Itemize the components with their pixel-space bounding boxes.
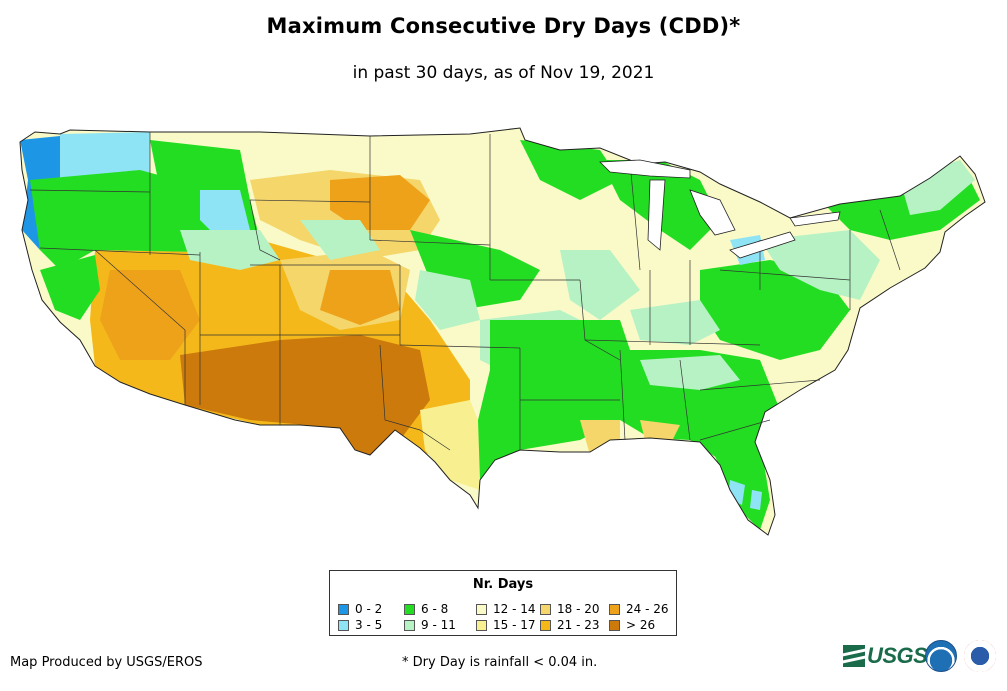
legend-label: 18 - 20 — [557, 602, 600, 616]
legend-item: 9 - 11 — [404, 619, 456, 631]
legend-swatch — [476, 620, 487, 631]
legend-item: 0 - 2 — [338, 603, 382, 615]
legend-swatch — [609, 604, 620, 615]
legend-item: > 26 — [609, 619, 655, 631]
legend-item: 12 - 14 — [476, 603, 536, 615]
legend-swatch — [609, 620, 620, 631]
legend-item: 6 - 8 — [404, 603, 448, 615]
legend-label: 15 - 17 — [493, 618, 536, 632]
legend-item: 24 - 26 — [609, 603, 669, 615]
legend: Nr. Days 0 - 2 3 - 5 6 - 8 9 - 11 12 - 14 15 … — [329, 570, 677, 636]
noaa-logo-icon — [925, 640, 957, 672]
nws-logo-icon — [964, 640, 996, 672]
legend-label: > 26 — [626, 618, 656, 632]
legend-swatch — [540, 604, 551, 615]
legend-item: 3 - 5 — [338, 619, 382, 631]
legend-item: 18 - 20 — [540, 603, 600, 615]
map-credit: Map Produced by USGS/EROS — [10, 655, 203, 670]
map-subtitle: in past 30 days, as of Nov 19, 2021 — [352, 63, 655, 83]
legend-title: Nr. Days — [472, 577, 534, 592]
legend-swatch — [338, 604, 349, 615]
legend-swatch — [404, 604, 415, 615]
map-title: Maximum Consecutive Dry Days (CDD)* — [266, 14, 741, 38]
legend-label: 9 - 11 — [421, 618, 456, 632]
usgs-wave-icon — [843, 645, 865, 667]
legend-label: 0 - 2 — [355, 602, 383, 616]
cdd-map — [19, 127, 986, 536]
legend-label: 3 - 5 — [355, 618, 383, 632]
legend-swatch — [404, 620, 415, 631]
legend-label: 24 - 26 — [626, 602, 669, 616]
legend-label: 21 - 23 — [557, 618, 600, 632]
legend-swatch — [476, 604, 487, 615]
dry-day-footnote: * Dry Day is rainfall < 0.04 in. — [402, 655, 598, 670]
usgs-logo-text: USGS — [867, 643, 928, 668]
usgs-logo: USGS — [843, 642, 928, 670]
legend-swatch — [338, 620, 349, 631]
legend-label: 12 - 14 — [493, 602, 536, 616]
agency-logos: USGS — [843, 638, 1003, 678]
legend-swatch — [540, 620, 551, 631]
legend-item: 21 - 23 — [540, 619, 600, 631]
legend-item: 15 - 17 — [476, 619, 536, 631]
legend-label: 6 - 8 — [421, 602, 449, 616]
